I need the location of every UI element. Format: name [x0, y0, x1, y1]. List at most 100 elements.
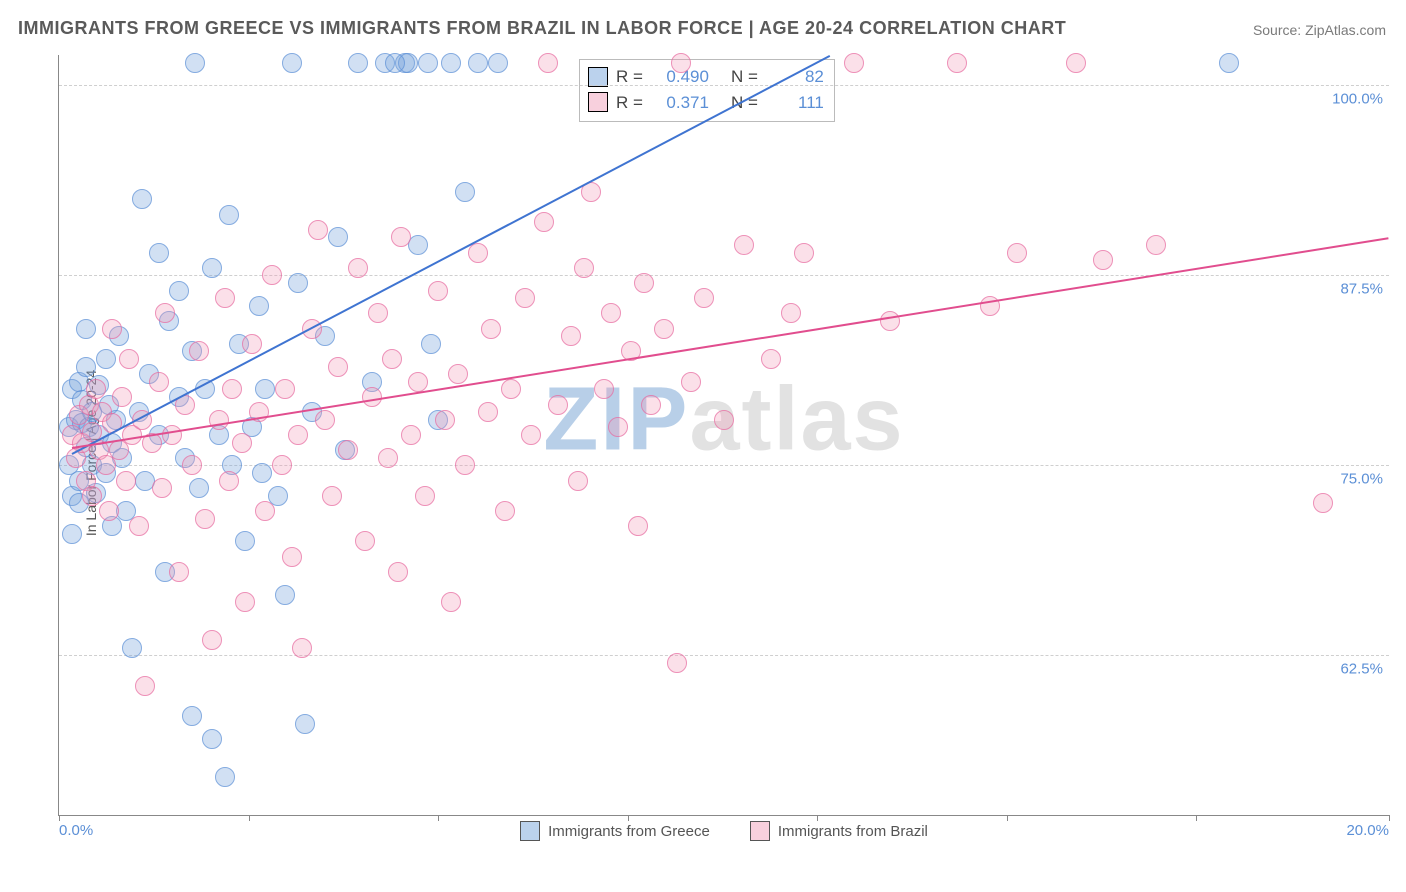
- trend-line-a: [72, 55, 831, 455]
- source-link[interactable]: ZipAtlas.com: [1305, 22, 1386, 38]
- scatter-point-a: [202, 258, 222, 278]
- scatter-point-b: [734, 235, 754, 255]
- n-value: 111: [766, 90, 824, 116]
- scatter-point-b: [255, 501, 275, 521]
- gridline: [59, 655, 1389, 656]
- scatter-point-b: [667, 653, 687, 673]
- stat-row: R = 0.371 N = 111: [588, 90, 824, 116]
- x-tick-mark: [438, 815, 439, 821]
- scatter-point-b: [1146, 235, 1166, 255]
- scatter-point-a: [295, 714, 315, 734]
- scatter-point-b: [538, 53, 558, 73]
- scatter-point-b: [262, 265, 282, 285]
- x-tick-label: 20.0%: [1346, 822, 1389, 839]
- legend-item: Immigrants from Greece: [520, 821, 710, 841]
- scatter-point-b: [235, 592, 255, 612]
- y-tick-label: 100.0%: [1332, 91, 1383, 108]
- scatter-point-a: [122, 638, 142, 658]
- scatter-point-b: [215, 288, 235, 308]
- swatch-series-b: [750, 821, 770, 841]
- scatter-point-b: [368, 303, 388, 323]
- x-tick-mark: [817, 815, 818, 821]
- scatter-point-b: [681, 372, 701, 392]
- scatter-point-a: [96, 349, 116, 369]
- y-tick-label: 62.5%: [1340, 661, 1383, 678]
- scatter-point-b: [308, 220, 328, 240]
- gridline: [59, 275, 1389, 276]
- scatter-point-b: [641, 395, 661, 415]
- scatter-point-b: [1066, 53, 1086, 73]
- scatter-point-b: [561, 326, 581, 346]
- scatter-point-a: [215, 767, 235, 787]
- scatter-point-b: [322, 486, 342, 506]
- scatter-point-b: [1093, 250, 1113, 270]
- scatter-point-b: [628, 516, 648, 536]
- scatter-point-b: [601, 303, 621, 323]
- gridline: [59, 85, 1389, 86]
- scatter-point-a: [132, 189, 152, 209]
- scatter-point-b: [288, 425, 308, 445]
- scatter-point-a: [189, 478, 209, 498]
- scatter-point-b: [82, 486, 102, 506]
- scatter-point-a: [455, 182, 475, 202]
- scatter-point-b: [515, 288, 535, 308]
- scatter-point-a: [182, 706, 202, 726]
- scatter-point-b: [391, 227, 411, 247]
- source-prefix: Source:: [1253, 22, 1305, 38]
- scatter-point-a: [328, 227, 348, 247]
- x-tick-mark: [1007, 815, 1008, 821]
- swatch-series-a: [520, 821, 540, 841]
- swatch-series-b: [588, 92, 608, 112]
- scatter-point-b: [102, 319, 122, 339]
- scatter-point-a: [1219, 53, 1239, 73]
- scatter-point-a: [418, 53, 438, 73]
- scatter-point-b: [202, 630, 222, 650]
- scatter-point-b: [129, 516, 149, 536]
- scatter-point-b: [162, 425, 182, 445]
- correlation-stat-box: R = 0.490 N = 82 R = 0.371 N = 111: [579, 59, 835, 122]
- scatter-point-b: [292, 638, 312, 658]
- scatter-point-b: [634, 273, 654, 293]
- scatter-point-b: [428, 281, 448, 301]
- scatter-point-b: [534, 212, 554, 232]
- scatter-point-b: [195, 509, 215, 529]
- scatter-point-b: [338, 440, 358, 460]
- scatter-point-a: [288, 273, 308, 293]
- scatter-point-a: [62, 524, 82, 544]
- scatter-point-b: [232, 433, 252, 453]
- scatter-point-b: [521, 425, 541, 445]
- scatter-point-b: [222, 379, 242, 399]
- scatter-point-b: [671, 53, 691, 73]
- scatter-point-b: [694, 288, 714, 308]
- scatter-point-b: [189, 341, 209, 361]
- scatter-point-b: [282, 547, 302, 567]
- scatter-point-b: [119, 349, 139, 369]
- scatter-point-b: [328, 357, 348, 377]
- scatter-point-b: [761, 349, 781, 369]
- scatter-point-b: [654, 319, 674, 339]
- scatter-point-b: [714, 410, 734, 430]
- scatter-point-b: [880, 311, 900, 331]
- scatter-point-b: [501, 379, 521, 399]
- scatter-point-b: [478, 402, 498, 422]
- scatter-point-b: [781, 303, 801, 323]
- scatter-point-a: [385, 53, 405, 73]
- bottom-legend: Immigrants from Greece Immigrants from B…: [59, 821, 1389, 841]
- x-tick-mark: [628, 815, 629, 821]
- plot-area: ZIPatlas R = 0.490 N = 82 R = 0.371 N = …: [58, 55, 1389, 816]
- scatter-point-b: [947, 53, 967, 73]
- scatter-point-a: [252, 463, 272, 483]
- scatter-point-b: [86, 379, 106, 399]
- scatter-point-b: [152, 478, 172, 498]
- scatter-point-b: [1313, 493, 1333, 513]
- scatter-point-b: [481, 319, 501, 339]
- scatter-point-b: [441, 592, 461, 612]
- scatter-point-b: [242, 334, 262, 354]
- scatter-point-a: [282, 53, 302, 73]
- scatter-point-b: [378, 448, 398, 468]
- scatter-point-b: [135, 676, 155, 696]
- scatter-point-a: [185, 53, 205, 73]
- scatter-point-b: [155, 303, 175, 323]
- scatter-point-b: [495, 501, 515, 521]
- source-attribution: Source: ZipAtlas.com: [1253, 22, 1386, 38]
